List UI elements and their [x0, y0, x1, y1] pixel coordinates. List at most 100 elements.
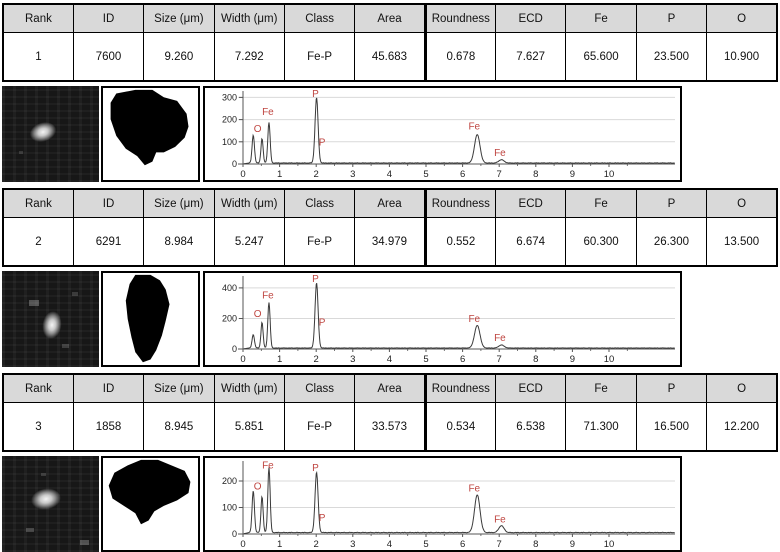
- peak-label: Fe: [468, 483, 480, 494]
- eds-spectrum-chart: 0 100 200 300 0 1 2 3 4 5 6 7 8 9 10 O Fe P P Fe Fe: [203, 86, 682, 182]
- peak-label: P: [312, 89, 319, 100]
- y-tick-label: 200: [222, 314, 237, 324]
- col-header-p: P: [635, 373, 708, 403]
- x-tick-label: 3: [350, 169, 355, 180]
- col-header-ecd: ECD: [495, 188, 567, 218]
- peak-label: P: [312, 274, 319, 285]
- x-tick-label: 5: [423, 539, 428, 550]
- y-tick-label: 200: [222, 476, 237, 486]
- col-header-area: Area: [354, 373, 426, 403]
- noise-speck: [19, 151, 24, 155]
- binary-mask-image: [101, 271, 200, 367]
- x-tick-label: 1: [277, 354, 282, 365]
- particle-blob: [26, 118, 59, 146]
- spectrum-trace: [243, 467, 675, 535]
- cell-o: 13.500: [706, 217, 778, 267]
- cell-roundness: 0.552: [423, 217, 497, 267]
- x-tick-label: 3: [350, 539, 355, 550]
- table-row: 3 1858 8.945 5.851 Fe-P 33.573 0.534 6.5…: [2, 402, 778, 452]
- x-tick-label: 8: [533, 169, 538, 180]
- col-header-rank: Rank: [2, 188, 74, 218]
- cell-p: 16.500: [635, 402, 708, 452]
- cell-ecd: 6.674: [495, 217, 567, 267]
- col-header-ecd: ECD: [495, 373, 567, 403]
- col-header-id: ID: [72, 188, 145, 218]
- x-tick-label: 8: [533, 354, 538, 365]
- x-tick-label: 1: [277, 169, 282, 180]
- sem-image: [2, 271, 99, 367]
- peak-label: Fe: [262, 290, 274, 301]
- cell-size: 8.984: [143, 217, 215, 267]
- particle-mask-shape: [108, 459, 191, 525]
- binary-mask-image: [101, 86, 200, 182]
- cell-width: 5.247: [213, 217, 285, 267]
- noise-speck: [26, 528, 35, 532]
- x-tick-label: 7: [497, 539, 502, 550]
- cell-o: 12.200: [706, 402, 778, 452]
- particle-mask-shape: [125, 274, 170, 363]
- x-tick-label: 9: [570, 539, 575, 550]
- x-tick-label: 10: [604, 169, 615, 180]
- peak-label: Fe: [262, 107, 274, 118]
- y-tick-label: 0: [232, 344, 237, 354]
- x-tick-label: 7: [497, 354, 502, 365]
- table-row: 1 7600 9.260 7.292 Fe-P 45.683 0.678 7.6…: [2, 32, 778, 82]
- col-header-roundness: Roundness: [423, 3, 497, 33]
- col-header-width: Width (μm): [213, 373, 285, 403]
- cell-p: 26.300: [635, 217, 708, 267]
- peak-label: P: [312, 463, 319, 474]
- x-tick-label: 7: [497, 169, 502, 180]
- col-header-area: Area: [354, 3, 426, 33]
- peak-label: O: [254, 481, 262, 492]
- x-tick-label: 10: [604, 354, 615, 365]
- cell-class: Fe-P: [283, 402, 356, 452]
- noise-speck: [79, 540, 89, 546]
- particle-table: Rank ID Size (μm) Width (μm) Class Area …: [2, 3, 778, 82]
- cell-area: 34.979: [354, 217, 426, 267]
- binary-mask-image: [101, 456, 200, 552]
- col-header-width: Width (μm): [213, 188, 285, 218]
- col-header-p: P: [635, 3, 708, 33]
- peak-label: Fe: [494, 514, 506, 525]
- x-tick-label: 1: [277, 539, 282, 550]
- col-header-roundness: Roundness: [423, 373, 497, 403]
- x-tick-label: 2: [314, 354, 319, 365]
- col-header-ecd: ECD: [495, 3, 567, 33]
- col-header-fe: Fe: [565, 188, 637, 218]
- sem-image: [2, 456, 99, 552]
- x-tick-label: 2: [314, 169, 319, 180]
- x-tick-label: 6: [460, 354, 465, 365]
- particle-record-1: Rank ID Size (μm) Width (μm) Class Area …: [0, 3, 780, 182]
- y-tick-label: 0: [232, 159, 237, 169]
- cell-size: 9.260: [143, 32, 215, 82]
- cell-size: 8.945: [143, 402, 215, 452]
- x-tick-label: 3: [350, 354, 355, 365]
- cell-fe: 65.600: [565, 32, 637, 82]
- x-tick-label: 6: [460, 539, 465, 550]
- x-tick-label: 4: [387, 169, 392, 180]
- col-header-size: Size (μm): [143, 3, 215, 33]
- cell-id: 7600: [72, 32, 145, 82]
- cell-fe: 71.300: [565, 402, 637, 452]
- cell-width: 7.292: [213, 32, 285, 82]
- cell-id: 6291: [72, 217, 145, 267]
- peak-label: Fe: [262, 461, 274, 472]
- x-tick-label: 5: [423, 354, 428, 365]
- x-tick-label: 0: [240, 169, 245, 180]
- noise-speck: [29, 299, 40, 306]
- cell-fe: 60.300: [565, 217, 637, 267]
- particle-table: Rank ID Size (μm) Width (μm) Class Area …: [2, 373, 778, 452]
- x-tick-label: 9: [570, 354, 575, 365]
- spectrum-trace: [243, 97, 675, 165]
- col-header-fe: Fe: [565, 373, 637, 403]
- peak-label: P: [319, 137, 326, 148]
- y-tick-label: 0: [232, 529, 237, 539]
- col-header-class: Class: [283, 373, 356, 403]
- image-strip: 0 100 200 0 1 2 3 4 5 6 7 8 9 10 Fe O P P Fe Fe: [2, 456, 780, 552]
- eds-spectrum-chart: 0 100 200 0 1 2 3 4 5 6 7 8 9 10 Fe O P P Fe Fe: [203, 456, 682, 552]
- col-header-id: ID: [72, 373, 145, 403]
- x-tick-label: 0: [240, 354, 245, 365]
- mask-svg: [110, 89, 189, 166]
